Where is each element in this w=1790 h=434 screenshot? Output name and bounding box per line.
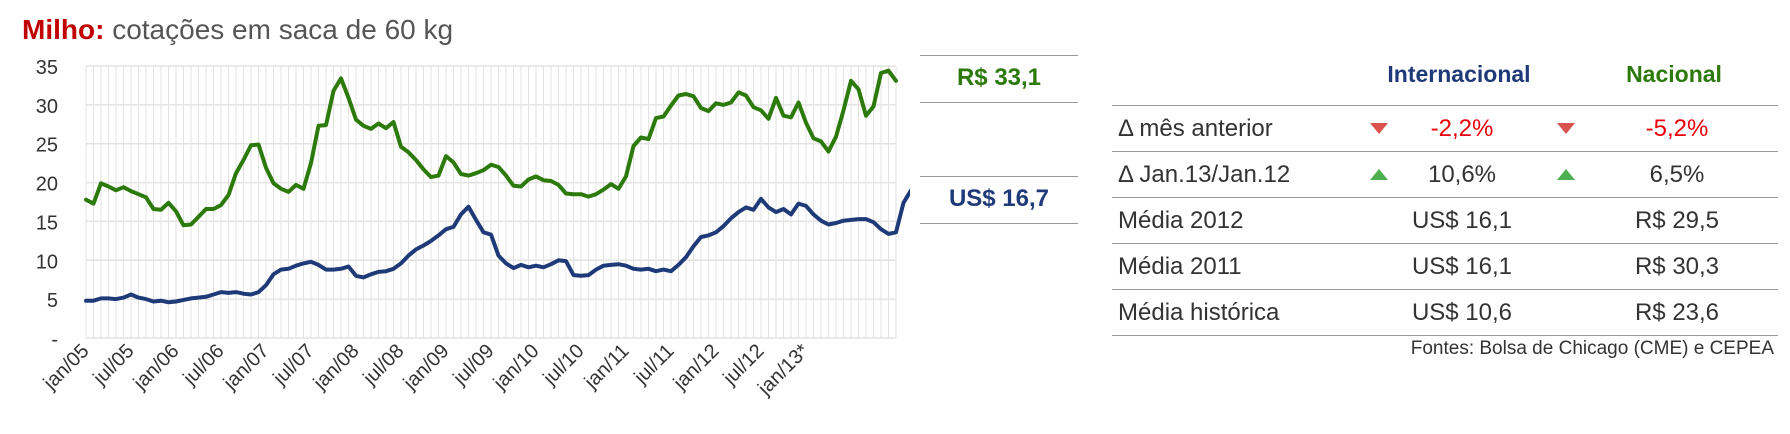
x-tick-label: jul/09	[448, 340, 498, 390]
y-tick-label: 30	[36, 96, 58, 118]
series-line-brl	[84, 68, 898, 228]
x-tick-label: jan/09	[399, 340, 454, 395]
x-tick-label: jul/05	[88, 340, 138, 390]
y-tick-label: 5	[47, 290, 58, 312]
y-tick-label: 10	[36, 251, 58, 273]
y-tick-label: -	[51, 329, 58, 351]
x-tick-label: jan/07	[219, 340, 274, 395]
x-tick-label: jan/13*	[753, 340, 813, 400]
row-label: Média 2011	[1118, 253, 1242, 280]
x-tick-label: jan/05	[39, 340, 94, 395]
brl-last-price: R$ 33,1	[920, 55, 1078, 103]
title-commodity: Milho:	[22, 14, 105, 45]
x-tick-label: jul/07	[268, 340, 318, 390]
cell-international: US$ 10,6	[1411, 299, 1513, 326]
up-arrow-icon	[1557, 169, 1575, 180]
x-tick-label: jul/06	[178, 340, 228, 390]
table-row-monthly-change: Δ mês anterior -2,2% -5,2%	[1112, 105, 1778, 151]
x-tick-label: jul/10	[538, 340, 588, 390]
up-arrow-icon	[1370, 169, 1388, 180]
y-tick-label: 35	[36, 57, 58, 79]
table-header: Internacional Nacional	[1112, 55, 1778, 105]
y-tick-label: 15	[36, 212, 58, 234]
summary-table: Internacional Nacional Δ mês anterior -2…	[1112, 55, 1778, 336]
y-tick-label: 25	[36, 135, 58, 157]
row-label: Média 2012	[1118, 207, 1244, 234]
cell-national: 6,5%	[1649, 161, 1705, 188]
x-tick-label: jan/11	[580, 340, 634, 394]
cell-international: -2,2%	[1430, 115, 1494, 142]
cell-international: US$ 16,1	[1411, 207, 1513, 234]
table-row-yearly-change: Δ Jan.13/Jan.12 10,6% 6,5%	[1112, 151, 1778, 197]
x-tick-label: jan/12	[669, 340, 724, 395]
x-tick-label: jan/08	[309, 340, 364, 395]
header-international: Internacional	[1387, 61, 1531, 87]
cell-national: R$ 23,6	[1634, 299, 1720, 326]
header-national: Nacional	[1626, 61, 1722, 87]
row-label: Média histórica	[1118, 299, 1280, 326]
cell-national: R$ 30,3	[1634, 253, 1720, 280]
series-line-usd	[84, 188, 910, 305]
source-note: Fontes: Bolsa de Chicago (CME) e CEPEA	[1410, 338, 1774, 359]
table-row-avg-2012: Média 2012 US$ 16,1 R$ 29,5	[1112, 197, 1778, 243]
down-arrow-icon	[1557, 123, 1575, 134]
y-tick-label: 20	[36, 174, 58, 196]
usd-last-price: US$ 16,7	[920, 176, 1078, 224]
title-subtitle: cotações em saca de 60 kg	[104, 14, 454, 45]
cell-national: R$ 29,5	[1634, 207, 1720, 234]
table-row-avg-2011: Média 2011 US$ 16,1 R$ 30,3	[1112, 243, 1778, 289]
chart-title: Milho: cotações em saca de 60 kg	[22, 14, 453, 46]
row-label: Δ mês anterior	[1118, 115, 1273, 142]
cell-national: -5,2%	[1645, 115, 1709, 142]
x-tick-label: jul/08	[358, 340, 408, 390]
cell-international: 10,6%	[1427, 161, 1497, 188]
cell-international: US$ 16,1	[1411, 253, 1513, 280]
price-line-chart: -5101520253035jan/05jul/05jan/06jul/06ja…	[36, 57, 910, 400]
table-row-avg-historical: Média histórica US$ 10,6 R$ 23,6	[1112, 289, 1778, 336]
x-tick-label: jan/10	[489, 340, 544, 395]
row-label: Δ Jan.13/Jan.12	[1118, 161, 1291, 188]
down-arrow-icon	[1370, 123, 1388, 134]
x-tick-label: jan/06	[129, 340, 184, 395]
